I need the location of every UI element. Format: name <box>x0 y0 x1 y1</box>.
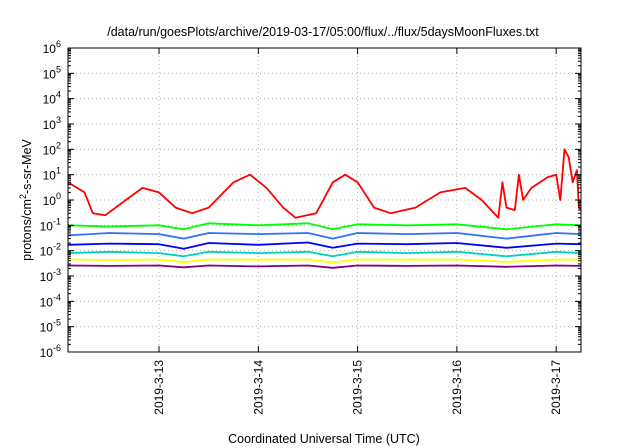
y-tick-label: 10-2 <box>40 242 61 259</box>
y-tick-label: 10-4 <box>40 292 61 309</box>
y-axis-label: protons/cm2-s-sr-MeV <box>18 138 34 260</box>
x-axis-label: Coordinated Universal Time (UTC) <box>228 432 420 446</box>
x-axis: 2019-3-13 2019-3-14 2019-3-15 2019-3-16 2019… <box>152 48 563 415</box>
y-tick-label: 10-1 <box>40 216 61 233</box>
y-tick-label: 100 <box>43 191 61 208</box>
x-tick-label: 2019-3-16 <box>450 360 464 415</box>
y-tick-label: 10-5 <box>40 318 61 335</box>
series-line-1 <box>67 264 582 269</box>
grid <box>68 48 581 352</box>
series-line-3 <box>67 250 582 258</box>
x-tick-label: 2019-3-15 <box>351 360 365 415</box>
series-line-2 <box>67 258 582 264</box>
x-tick-label: 2019-3-14 <box>251 360 265 415</box>
series-line-7 <box>67 148 582 219</box>
y-tick-label: 104 <box>43 90 61 107</box>
series-group <box>67 148 582 269</box>
y-tick-label: 102 <box>43 140 61 157</box>
chart-title: /data/run/goesPlots/archive/2019-03-17/0… <box>107 25 539 39</box>
series-line-4 <box>67 241 582 250</box>
y-axis: 10-6 10-5 10-4 10-3 10-2 10-1 100 101 102 103 104 1… <box>40 39 581 360</box>
series-line-6 <box>67 222 582 231</box>
y-tick-label: 103 <box>43 115 61 132</box>
y-tick-label: 105 <box>43 64 61 81</box>
series-line-5 <box>67 232 582 240</box>
y-tick-label: 10-6 <box>40 343 61 360</box>
y-tick-label: 10-3 <box>40 267 61 284</box>
x-tick-label: 2019-3-17 <box>549 360 563 415</box>
y-tick-label: 101 <box>43 166 61 183</box>
y-tick-label: 106 <box>43 39 61 56</box>
x-tick-label: 2019-3-13 <box>152 360 166 415</box>
